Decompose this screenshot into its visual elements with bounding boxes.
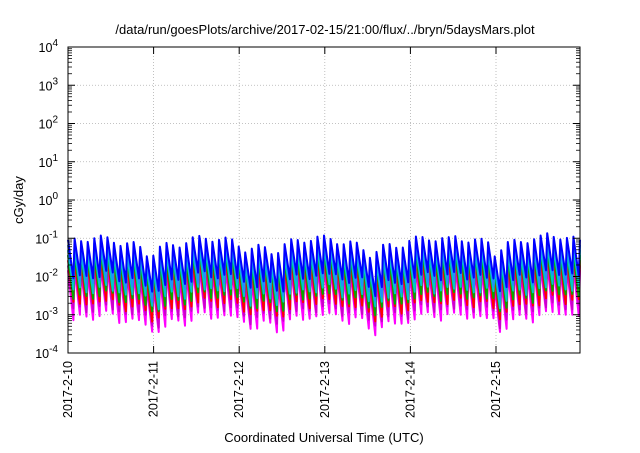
y-tick-label: 10-3 [35,306,58,323]
y-tick-exponent: 1 [52,153,58,164]
y-tick-exponent: -1 [49,229,58,240]
x-tick-labels: 2017-2-10 2017-2-11 2017-2-12 2017-2-13 2017… [61,361,503,418]
y-axis-label: cGy/day [11,176,26,224]
x-axis-label: Coordinated Universal Time (UTC) [224,430,423,445]
series-layer [67,232,581,337]
chart-title: /data/run/goesPlots/archive/2017-02-15/2… [115,22,535,37]
y-tick-exponent: 3 [52,76,58,87]
y-tick-exponent: -2 [49,268,58,279]
series-line [67,232,581,298]
x-tick-label: 2017-2-15 [489,361,503,418]
y-tick-label: 10-2 [35,268,58,285]
y-tick-exponent: 2 [52,115,58,126]
y-tick-label: 10-4 [35,344,58,361]
x-tick-label: 2017-2-11 [147,361,161,417]
y-tick-label: 101 [39,153,59,170]
x-tick-label: 2017-2-14 [403,361,417,418]
y-tick-label: 100 [39,191,59,208]
y-tick-exponent: -4 [49,344,58,355]
y-tick-exponent: 0 [52,191,58,202]
x-tick-label: 2017-2-12 [232,361,246,418]
y-tick-exponent: -3 [49,306,58,317]
y-tick-exponent: 4 [52,38,58,49]
y-tick-label: 102 [39,115,59,132]
y-tick-label: 103 [39,76,59,93]
y-tick-label: 10-1 [35,229,58,246]
y-tick-label: 104 [39,38,59,55]
x-tick-label: 2017-2-13 [318,361,332,418]
x-tick-label: 2017-2-10 [61,361,75,418]
ticks [67,46,580,354]
